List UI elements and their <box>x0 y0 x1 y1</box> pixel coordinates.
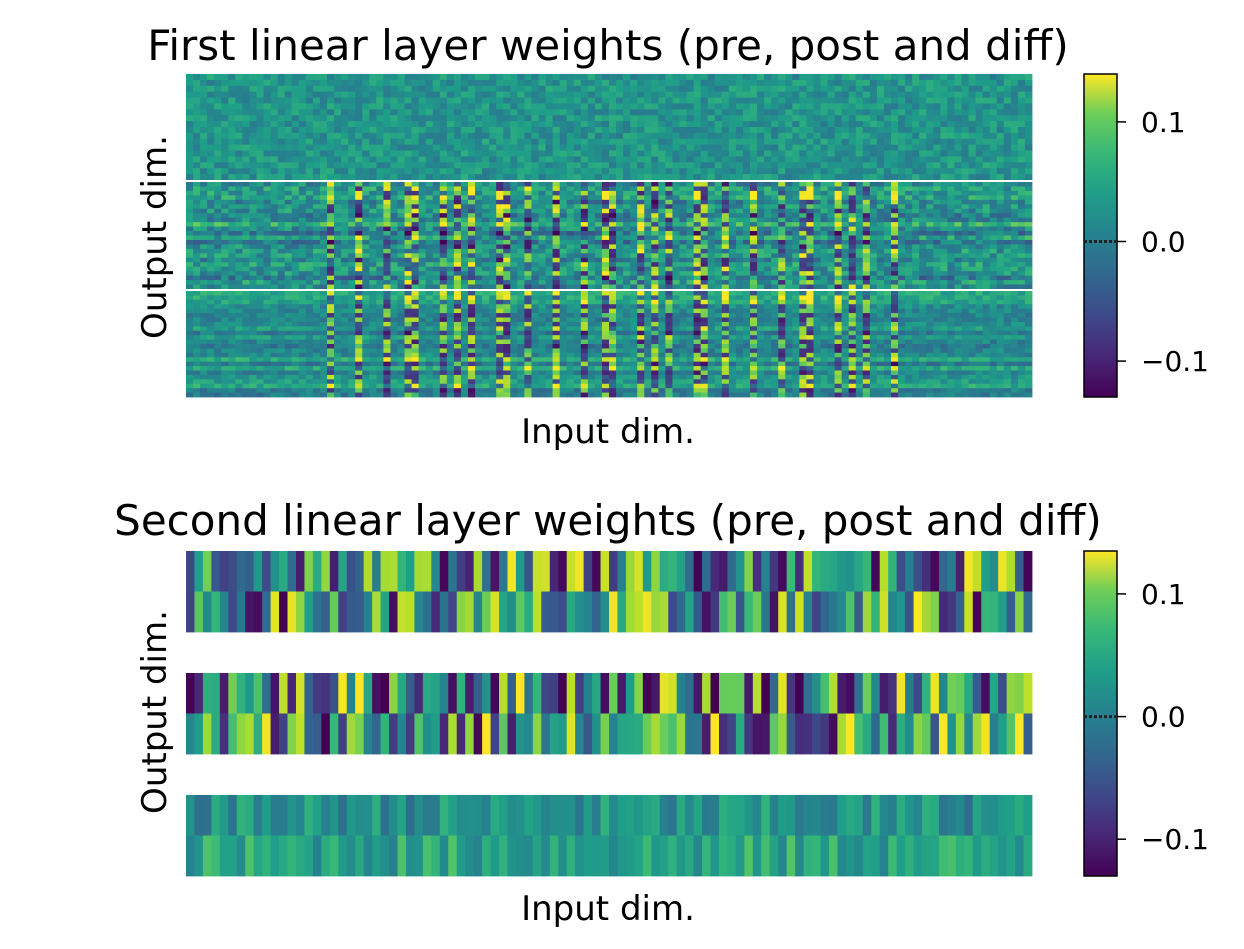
chart-1-colorbar-ticks: 0.1 0.0 −0.1 <box>1084 106 1209 378</box>
chart-2-colorbar-tick-label: 0.1 <box>1141 578 1186 611</box>
chart-1-colorbar-tick-label: 0.0 <box>1141 226 1186 259</box>
chart-2-panel-diff <box>186 795 1033 877</box>
chart-2-heatmap <box>186 551 1033 877</box>
chart-2-colorbar-gradient <box>1083 550 1118 877</box>
chart-1-title: First linear layer weights (pre, post an… <box>147 21 1068 70</box>
chart-1-ylabel: Output dim. <box>135 135 175 339</box>
chart-1-colorbar-tick-label: −0.1 <box>1141 345 1209 378</box>
chart-1-heatmap <box>186 74 1033 398</box>
chart-2-xlabel: Input dim. <box>521 889 695 929</box>
chart-1-colorbar-gradient <box>1083 73 1118 398</box>
chart-2-colorbar-tick-label: −0.1 <box>1141 823 1209 856</box>
chart-1-panel-diff <box>186 291 1033 398</box>
chart-2-colorbar: 0.1 0.0 −0.1 <box>1083 550 1209 877</box>
chart-2-colorbar-tick-label: 0.0 <box>1141 701 1186 734</box>
chart-2-ylabel: Output dim. <box>135 610 175 814</box>
chart-2-colorbar-ticks: 0.1 0.0 −0.1 <box>1084 578 1209 856</box>
chart-1-colorbar: 0.1 0.0 −0.1 <box>1083 73 1209 398</box>
chart-1-panel-pre <box>186 74 1033 181</box>
chart-1: First linear layer weights (pre, post an… <box>135 21 1209 452</box>
chart-2: Second linear layer weights (pre, post a… <box>114 496 1209 929</box>
chart-1-panel-post <box>186 182 1033 290</box>
chart-2-panel-post <box>186 673 1033 755</box>
chart-2-title: Second linear layer weights (pre, post a… <box>114 496 1102 545</box>
chart-1-xlabel: Input dim. <box>521 412 695 452</box>
chart-2-panel-pre <box>186 551 1033 633</box>
chart-1-colorbar-tick-label: 0.1 <box>1141 106 1186 139</box>
